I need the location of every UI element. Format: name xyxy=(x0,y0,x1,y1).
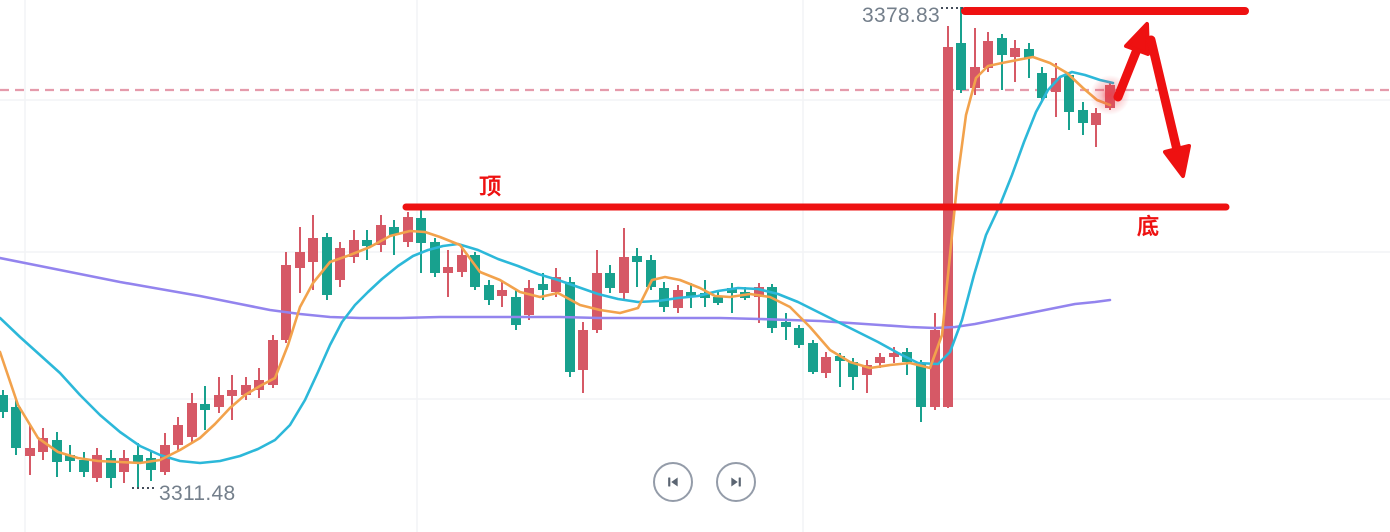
candle-body xyxy=(538,284,548,290)
candle-body xyxy=(767,287,777,328)
candle-body xyxy=(875,357,885,363)
candle-body xyxy=(511,297,521,325)
candle-body xyxy=(268,340,278,385)
candles xyxy=(0,7,1115,489)
candle-body xyxy=(754,287,764,297)
candle-body xyxy=(106,458,116,478)
candle-body xyxy=(403,217,413,242)
top-annotation-label: 顶 xyxy=(479,174,502,199)
ma-mid-cyan-line xyxy=(0,70,1115,465)
candle-body xyxy=(497,290,507,296)
candle-body xyxy=(632,256,642,262)
down-arrow-shaft xyxy=(1146,35,1182,155)
candle-body xyxy=(133,455,143,463)
ma-slow-purple-line xyxy=(0,256,1112,330)
candle-body xyxy=(79,460,89,472)
candle-body xyxy=(11,407,21,448)
candle-body xyxy=(821,357,831,373)
bottom-annotation-label: 底 xyxy=(1137,214,1160,239)
candle-body xyxy=(376,225,386,245)
candle-body xyxy=(25,448,35,456)
ma-fast-orange-line xyxy=(0,55,1112,465)
down-arrow-head-icon xyxy=(1163,144,1191,178)
candle-body xyxy=(997,38,1007,55)
candle-body xyxy=(1064,75,1074,112)
high-price-label: 3378.83 xyxy=(861,4,940,27)
candle-body xyxy=(335,248,345,280)
candle-body xyxy=(605,273,615,288)
candle-body xyxy=(457,255,467,272)
candle-body xyxy=(930,330,940,407)
candle-body xyxy=(1091,113,1101,125)
candle-body xyxy=(943,47,953,407)
candle-body xyxy=(686,292,696,297)
candle-body xyxy=(713,297,723,303)
candle-body xyxy=(92,455,102,478)
up-arrow-head-icon xyxy=(1124,22,1150,56)
candle-body xyxy=(1024,49,1034,58)
candle-body xyxy=(889,353,899,357)
candle-body xyxy=(578,330,588,370)
low-price-label: 3311.48 xyxy=(159,482,236,505)
candle-body xyxy=(38,438,48,452)
candle-body xyxy=(1010,48,1020,57)
skip-to-start-button[interactable] xyxy=(653,462,693,502)
candle-body xyxy=(551,277,561,292)
candle-body xyxy=(173,425,183,445)
candle-body xyxy=(200,404,210,410)
candle-body xyxy=(389,227,399,235)
candle-body xyxy=(295,252,305,268)
candle-body xyxy=(227,390,237,396)
candle-body xyxy=(592,273,602,330)
candle-body xyxy=(835,356,845,361)
candle-body xyxy=(146,458,156,470)
candle-body xyxy=(781,322,791,327)
candle-body xyxy=(646,260,656,287)
candle-body xyxy=(794,328,804,345)
candle-body xyxy=(119,458,129,472)
candle-body xyxy=(956,43,966,90)
candle-body xyxy=(983,41,993,68)
candle-body xyxy=(916,363,926,407)
candle-body xyxy=(214,395,224,407)
skip-to-start-icon xyxy=(668,477,678,487)
candle-body xyxy=(65,455,75,461)
candle-body xyxy=(254,380,264,390)
candle-body xyxy=(565,282,575,372)
candle-body xyxy=(362,240,372,246)
candle-body xyxy=(862,365,872,375)
candle-body xyxy=(349,240,359,257)
candle-body xyxy=(1051,78,1061,92)
candle-body xyxy=(187,403,197,437)
drawn-annotations xyxy=(402,7,1249,211)
candle-body xyxy=(808,343,818,372)
candle-body xyxy=(1078,110,1088,123)
candle-body xyxy=(1037,73,1047,98)
candle-body xyxy=(0,395,8,412)
candle-body xyxy=(308,238,318,262)
candle-body xyxy=(524,288,534,315)
candle-body xyxy=(659,288,669,307)
skip-to-end-icon xyxy=(731,477,741,487)
candle-body xyxy=(470,255,480,287)
candle-body xyxy=(727,288,737,293)
candle-body xyxy=(848,362,858,377)
skip-to-end-button[interactable] xyxy=(716,462,756,502)
candle-body xyxy=(241,385,251,395)
candle-body xyxy=(484,285,494,300)
candle-body xyxy=(619,257,629,293)
candle-body xyxy=(430,242,440,273)
candle-body xyxy=(443,267,453,273)
candle-body xyxy=(281,265,291,340)
